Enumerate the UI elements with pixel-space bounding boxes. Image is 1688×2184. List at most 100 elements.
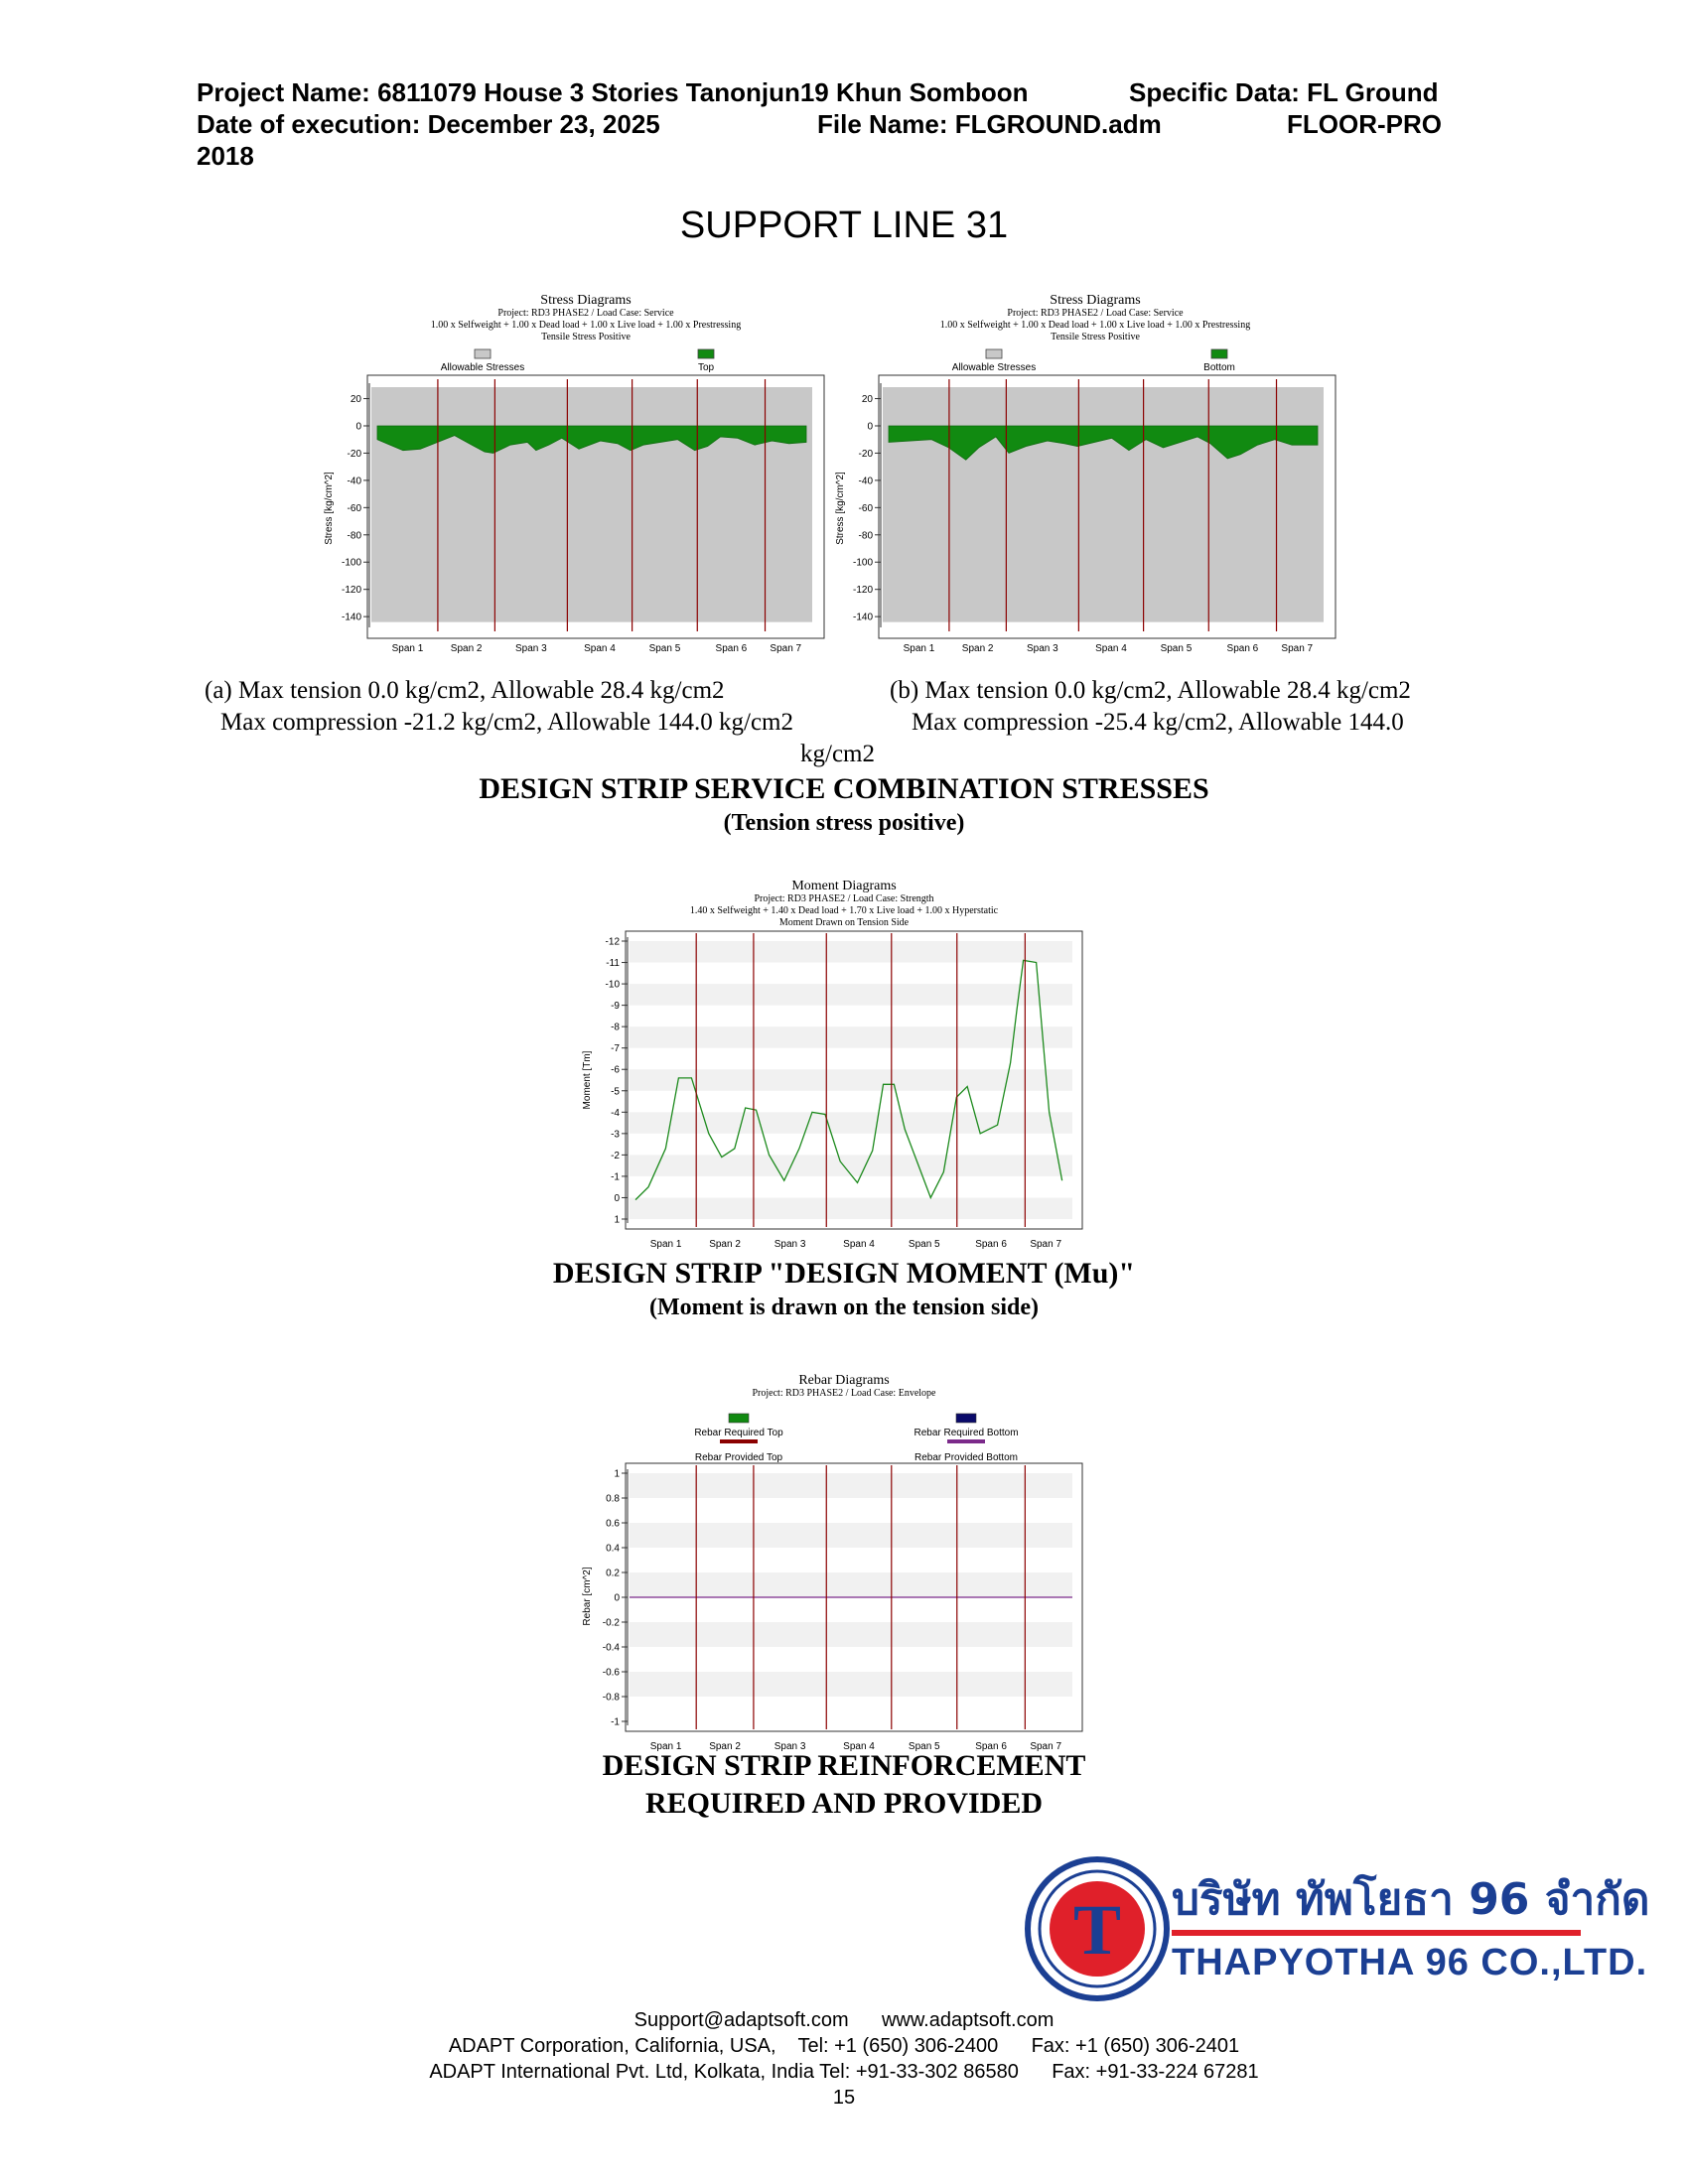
stress-area: [888, 425, 1319, 461]
y-axis-label: Stress [kg/cm^2]: [835, 472, 846, 545]
x-tick-label: Span 1: [650, 1741, 682, 1752]
legend-label: Allowable Stresses: [952, 362, 1036, 373]
logo-divider: [1172, 1930, 1581, 1936]
y-tick-label: 0.4: [606, 1544, 620, 1555]
y-tick-label: 1: [614, 1469, 620, 1480]
legend-swatch-required-bottom: [955, 1413, 977, 1424]
stress-chart-top: Stress Diagrams Project: RD3 PHASE2 / Lo…: [324, 293, 825, 654]
moment-heading: DESIGN STRIP "DESIGN MOMENT (Mu)": [552, 1257, 1136, 1290]
x-tick-label: Span 5: [649, 643, 681, 654]
legend-swatch-provided-top: [720, 1439, 758, 1443]
grid-band: [630, 1197, 1072, 1219]
y-tick-label: -0.6: [603, 1668, 621, 1679]
y-tick-label: -60: [348, 503, 362, 514]
y-tick-label: -2: [611, 1151, 620, 1161]
y-tick-label: -80: [348, 530, 362, 541]
legend-label: Rebar Required Bottom: [914, 1428, 1018, 1438]
y-tick-label: -4: [611, 1108, 620, 1119]
y-tick-label: 0: [355, 421, 361, 432]
y-tick-label: -120: [342, 585, 361, 596]
x-tick-label: Span 4: [584, 643, 616, 654]
legend-label: Top: [698, 362, 715, 373]
y-axis-label: Moment [Tm]: [582, 1050, 593, 1109]
x-tick-label: Span 3: [774, 1741, 806, 1752]
grid-band: [630, 1069, 1072, 1091]
y-tick-label: -100: [853, 558, 873, 569]
company-name-thai: บริษัท ทัพโยธา 96 จำกัด: [1172, 1874, 1650, 1925]
rebar-heading-line1: DESIGN STRIP REINFORCEMENT: [602, 1749, 1086, 1782]
y-tick-label: -12: [606, 937, 621, 948]
y-tick-label: 1: [614, 1215, 620, 1226]
x-tick-label: Span 6: [1227, 643, 1259, 654]
legend-swatch-allowable: [474, 348, 492, 359]
stress-chart-bottom: Stress Diagrams Project: RD3 PHASE2 / Lo…: [835, 293, 1336, 654]
legend-swatch-allowable: [985, 348, 1003, 359]
chart-subtitle: Project: RD3 PHASE2 / Load Case: Service: [497, 308, 674, 319]
footer-contact: Support@adaptsoft.com www.adaptsoft.com: [633, 2009, 1055, 2031]
footer-us-office: ADAPT Corporation, California, USA, Tel:…: [448, 2035, 1240, 2057]
x-tick-label: Span 2: [451, 643, 483, 654]
y-tick-label: -20: [348, 449, 362, 460]
y-tick-label: 20: [862, 394, 874, 405]
chart-title: Rebar Diagrams: [798, 1373, 889, 1388]
chart-subtitle: 1.40 x Selfweight + 1.40 x Dead load + 1…: [690, 905, 999, 916]
x-tick-label: Span 2: [709, 1239, 741, 1250]
grid-band: [630, 1473, 1072, 1498]
x-tick-label: Span 6: [716, 643, 748, 654]
caption-a-line2: Max compression -21.2 kg/cm2, Allowable …: [220, 709, 794, 736]
x-tick-label: Span 3: [515, 643, 547, 654]
x-tick-label: Span 7: [770, 643, 801, 654]
x-tick-label: Span 4: [843, 1239, 875, 1250]
y-tick-label: -140: [342, 613, 361, 623]
y-axis-label: Rebar [cm^2]: [582, 1567, 593, 1625]
footer-india-office: ADAPT International Pvt. Ltd, Kolkata, I…: [429, 2061, 1259, 2083]
specific-data: Specific Data: FL Ground: [1129, 77, 1439, 107]
y-tick-label: -100: [342, 558, 361, 569]
y-tick-label: -3: [611, 1129, 620, 1140]
stress-heading: DESIGN STRIP SERVICE COMBINATION STRESSE…: [479, 772, 1209, 805]
rebar-chart: Rebar Diagrams Project: RD3 PHASE2 / Loa…: [582, 1373, 1083, 1752]
y-tick-label: -11: [606, 958, 620, 969]
y-tick-label: -140: [853, 613, 873, 623]
chart-subtitle: Moment Drawn on Tension Side: [779, 917, 910, 928]
x-tick-label: Span 1: [392, 643, 424, 654]
x-tick-label: Span 4: [1095, 643, 1127, 654]
y-tick-label: -80: [859, 530, 874, 541]
page-title: SUPPORT LINE 31: [679, 205, 1009, 246]
x-tick-label: Span 7: [1030, 1239, 1061, 1250]
legend-label: Rebar Required Top: [694, 1428, 783, 1438]
y-tick-label: -40: [348, 476, 362, 486]
y-tick-label: 0: [614, 1193, 620, 1204]
x-tick-label: Span 1: [904, 643, 935, 654]
chart-subtitle: 1.00 x Selfweight + 1.00 x Dead load + 1…: [940, 320, 1250, 331]
grid-band: [630, 1523, 1072, 1548]
y-tick-label: 0.6: [606, 1519, 620, 1530]
stress-subheading: (Tension stress positive): [723, 810, 965, 836]
x-tick-label: Span 6: [975, 1741, 1007, 1752]
y-tick-label: 0.2: [606, 1569, 620, 1579]
caption-b-line3: kg/cm2: [800, 741, 875, 767]
x-tick-label: Span 5: [909, 1239, 940, 1250]
page-number: 15: [832, 2087, 856, 2109]
y-tick-label: -6: [611, 1065, 620, 1076]
legend-swatch-series: [697, 348, 715, 359]
grid-band: [630, 1572, 1072, 1597]
grid-band: [630, 941, 1072, 963]
project-name: Project Name: 6811079 House 3 Stories Ta…: [197, 77, 1029, 107]
y-tick-label: 0: [614, 1593, 620, 1604]
chart-subtitle: 1.00 x Selfweight + 1.00 x Dead load + 1…: [431, 320, 741, 331]
legend-swatch-provided-bottom: [947, 1439, 985, 1443]
legend-swatch-series: [1210, 348, 1228, 359]
x-tick-label: Span 2: [709, 1741, 741, 1752]
y-tick-label: 0: [867, 421, 873, 432]
y-tick-label: 20: [351, 394, 362, 405]
y-tick-label: -20: [859, 449, 874, 460]
moment-subheading: (Moment is drawn on the tension side): [648, 1295, 1039, 1320]
x-tick-label: Span 3: [774, 1239, 806, 1250]
y-tick-label: -60: [859, 503, 874, 514]
y-tick-label: -40: [859, 476, 874, 486]
x-tick-label: Span 7: [1281, 643, 1313, 654]
x-tick-label: Span 1: [650, 1239, 682, 1250]
y-tick-label: -7: [611, 1043, 620, 1054]
y-tick-label: -8: [611, 1023, 620, 1033]
